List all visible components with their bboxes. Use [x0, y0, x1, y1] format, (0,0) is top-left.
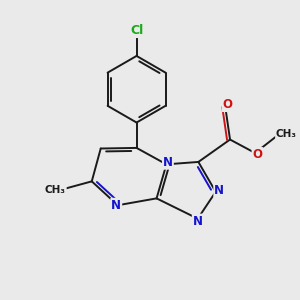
Text: CH₃: CH₃ [45, 185, 66, 195]
Text: O: O [253, 148, 262, 161]
Text: O: O [223, 98, 232, 111]
Text: CH₃: CH₃ [276, 129, 297, 139]
Text: N: N [111, 199, 121, 212]
Text: N: N [214, 184, 224, 197]
Text: Cl: Cl [130, 24, 143, 37]
Text: N: N [193, 214, 203, 228]
Text: N: N [163, 156, 173, 169]
